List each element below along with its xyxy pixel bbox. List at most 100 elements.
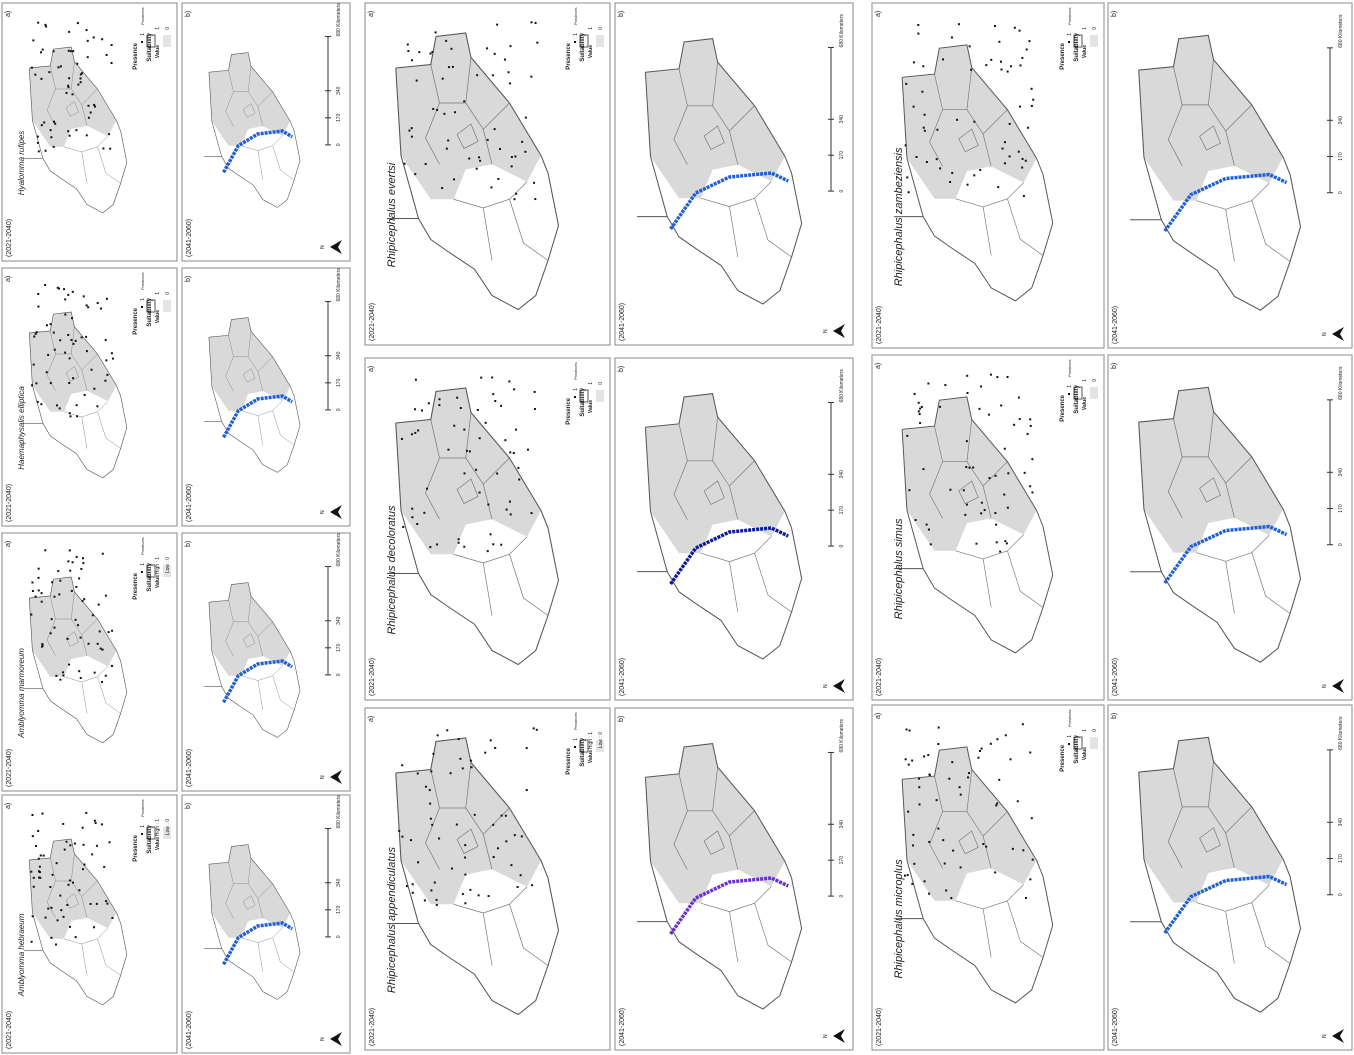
presence-point [964, 514, 966, 516]
presence-point [67, 638, 69, 640]
presence-point [106, 374, 108, 376]
presence-point [517, 886, 519, 888]
panel-frame [615, 708, 853, 1050]
presence-point [1027, 433, 1029, 435]
presence-point [977, 757, 979, 759]
legend-ramp [1090, 35, 1098, 47]
presence-point [66, 904, 68, 906]
presence-point [50, 907, 52, 909]
presence-point [34, 74, 36, 76]
presence-point [81, 336, 83, 338]
presence-point [1010, 758, 1012, 760]
presence-point [499, 148, 501, 150]
presence-point [1007, 507, 1009, 509]
presence-point [67, 334, 69, 336]
presence-point [38, 877, 40, 879]
presence-point [411, 136, 413, 138]
panel-frame [615, 358, 853, 700]
legend-title: Presence [1060, 744, 1066, 771]
presence-point [59, 580, 61, 582]
presence-point [927, 754, 929, 756]
presence-point [68, 664, 70, 666]
species-name: Rhipicephalus decoloratus [386, 505, 398, 635]
period-label: (2021-2040) [6, 484, 13, 522]
presence-point [447, 139, 449, 141]
presence-point [49, 886, 51, 888]
panel-frame [365, 708, 610, 1050]
presence-point [50, 136, 52, 138]
presence-point [533, 182, 535, 184]
presence-point [464, 902, 466, 904]
presence-point [109, 148, 111, 150]
presence-point [30, 871, 32, 873]
species-name: Rhipicephalus zambeziensis [893, 147, 905, 286]
presence-point [91, 369, 93, 371]
presence-point [71, 317, 73, 319]
presence-point [960, 866, 962, 868]
north-label: N [320, 1037, 326, 1041]
legend-title: Presence [566, 42, 572, 69]
presence-point [479, 437, 481, 439]
legend-point-label: 1 [140, 825, 146, 828]
presence-point [908, 489, 910, 491]
scale-label: 340 [1338, 468, 1344, 477]
suitability-area [902, 747, 1043, 958]
presence-point [450, 772, 452, 774]
legend-provinces: Provinces [573, 712, 578, 730]
legend-provinces: Provinces [140, 799, 145, 817]
scale-label: 170 [336, 643, 342, 652]
presence-point [75, 129, 77, 131]
presence-point [86, 304, 88, 306]
presence-point [520, 874, 522, 876]
presence-point [485, 422, 487, 424]
presence-point [995, 475, 997, 477]
presence-point [443, 113, 445, 115]
panel-label: a) [368, 716, 375, 722]
north-label: N [1322, 1034, 1328, 1038]
presence-point [103, 866, 105, 868]
presence-point [425, 786, 427, 788]
presence-point [35, 845, 37, 847]
presence-point [990, 59, 992, 61]
presence-point [407, 50, 409, 52]
presence-point [915, 519, 917, 521]
legend-high: 1 [1082, 729, 1088, 732]
legend-suitability: Suitability [580, 387, 586, 416]
presence-point [1019, 30, 1021, 32]
presence-point [51, 937, 53, 939]
period-label: (2041-2060) [1112, 658, 1119, 696]
presence-point [453, 425, 455, 427]
suitability-area [645, 744, 791, 962]
presence-point [436, 899, 438, 901]
legend-value: Value [1082, 747, 1088, 760]
presence-point [70, 415, 72, 417]
north-arrow [330, 240, 342, 254]
presence-point [41, 601, 43, 603]
presence-point [1018, 151, 1020, 153]
presence-point [456, 397, 458, 399]
presence-point [921, 91, 923, 93]
presence-point [508, 380, 510, 382]
presence-point [72, 50, 74, 52]
presence-point [46, 371, 48, 373]
presence-point [1000, 61, 1002, 63]
legend-value: Value [155, 575, 161, 588]
presence-point [476, 168, 478, 170]
presence-point [979, 169, 981, 171]
presence-point [464, 874, 466, 876]
presence-point [429, 789, 431, 791]
presence-point [111, 630, 113, 632]
panel-frame [872, 3, 1104, 348]
presence-point [439, 398, 441, 400]
presence-point [401, 836, 403, 838]
presence-point [60, 65, 62, 67]
presence-point [69, 879, 71, 881]
presence-point [492, 393, 494, 395]
presence-point [72, 291, 74, 293]
presence-point [90, 903, 92, 905]
presence-point [57, 919, 59, 921]
presence-point [531, 512, 533, 514]
presence-point [428, 402, 430, 404]
legend-point [1068, 41, 1070, 43]
period-label: (2041-2060) [186, 484, 193, 522]
